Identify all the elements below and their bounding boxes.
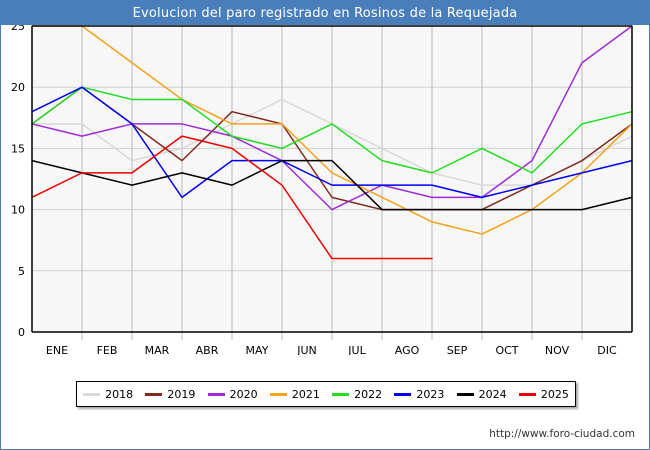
legend-swatch-2025	[518, 392, 536, 396]
x-tick-label-ABR: ABR	[196, 344, 219, 355]
x-tick-label-AGO: AGO	[395, 344, 420, 355]
x-tick-label-NOV: NOV	[545, 344, 570, 355]
series-line-2024	[31, 159, 633, 211]
legend-entry-2022[interactable]: 2022	[332, 388, 382, 401]
chart-canvas: 0 5 10 15 20 25 ENE FEB MAR ABR MAY JUN JUL AGO SEP OCT…	[1, 25, 649, 355]
x-tick-label-OCT: OCT	[495, 344, 518, 355]
window-title-bar: Evolucion del paro registrado en Rosinos…	[1, 1, 649, 25]
legend-entry-2020[interactable]: 2020	[207, 387, 258, 401]
x-tick-label-MAR: MAR	[145, 344, 170, 355]
y-tick-label-5: 5	[18, 265, 25, 278]
legend-swatch-2018	[83, 392, 101, 396]
y-tick-label-15: 15	[11, 142, 25, 155]
legend-label-2020: 2020	[229, 387, 258, 401]
series-line-2023	[31, 86, 633, 199]
page-title: Evolucion del paro registrado en Rosinos…	[132, 5, 518, 21]
y-tick-label-20: 20	[11, 81, 25, 94]
legend-label-2022: 2022	[354, 387, 383, 401]
x-tick-label-JUN: JUN	[296, 344, 317, 355]
legend-swatch-2021	[269, 392, 287, 396]
legend-label-2024: 2024	[478, 387, 507, 401]
legend-label-2025: 2025	[540, 387, 569, 401]
x-tick-label-MAY: MAY	[246, 344, 269, 355]
legend-swatch-2020	[207, 392, 225, 396]
x-tick-label-JUL: JUL	[347, 344, 366, 355]
x-tick-label-SEP: SEP	[447, 344, 468, 355]
legend-swatch-2023	[394, 392, 412, 396]
source-url: http://www.foro-ciudad.com	[489, 428, 635, 440]
series-line-2025	[31, 135, 433, 260]
x-tick-label-ENE: ENE	[46, 344, 68, 355]
series-line-2022	[31, 86, 633, 174]
legend-entry-2025[interactable]: 2025	[518, 387, 569, 401]
line-chart: 0 5 10 15 20 25 ENE FEB MAR ABR MAY JUN JUL AGO SEP OCT…	[11, 25, 633, 355]
legend-entry-2018[interactable]: 2018	[83, 388, 133, 401]
y-tick-label-25: 25	[11, 25, 25, 33]
legend-entry-2023[interactable]: 2023	[394, 388, 444, 401]
legend-entry-2019[interactable]: 2019	[145, 388, 195, 401]
x-tick-label-FEB: FEB	[97, 344, 118, 355]
legend-label-2021: 2021	[291, 387, 320, 401]
legend-label-2019: 2019	[167, 387, 196, 401]
legend-swatch-2022	[332, 392, 350, 396]
chart-legend: 2018 2019 2020 2021 2022 2023 2024 2025	[76, 381, 576, 407]
legend-swatch-2024	[456, 392, 474, 396]
legend-entry-2024[interactable]: 2024	[456, 387, 507, 401]
x-tick-label-DIC: DIC	[597, 344, 617, 355]
legend-label-2018: 2018	[105, 387, 134, 401]
legend-entry-2021[interactable]: 2021	[269, 387, 320, 401]
y-tick-label-0: 0	[18, 326, 25, 339]
legend-swatch-2019	[145, 392, 163, 396]
y-tick-label-10: 10	[11, 204, 25, 217]
legend-label-2023: 2023	[416, 387, 445, 401]
